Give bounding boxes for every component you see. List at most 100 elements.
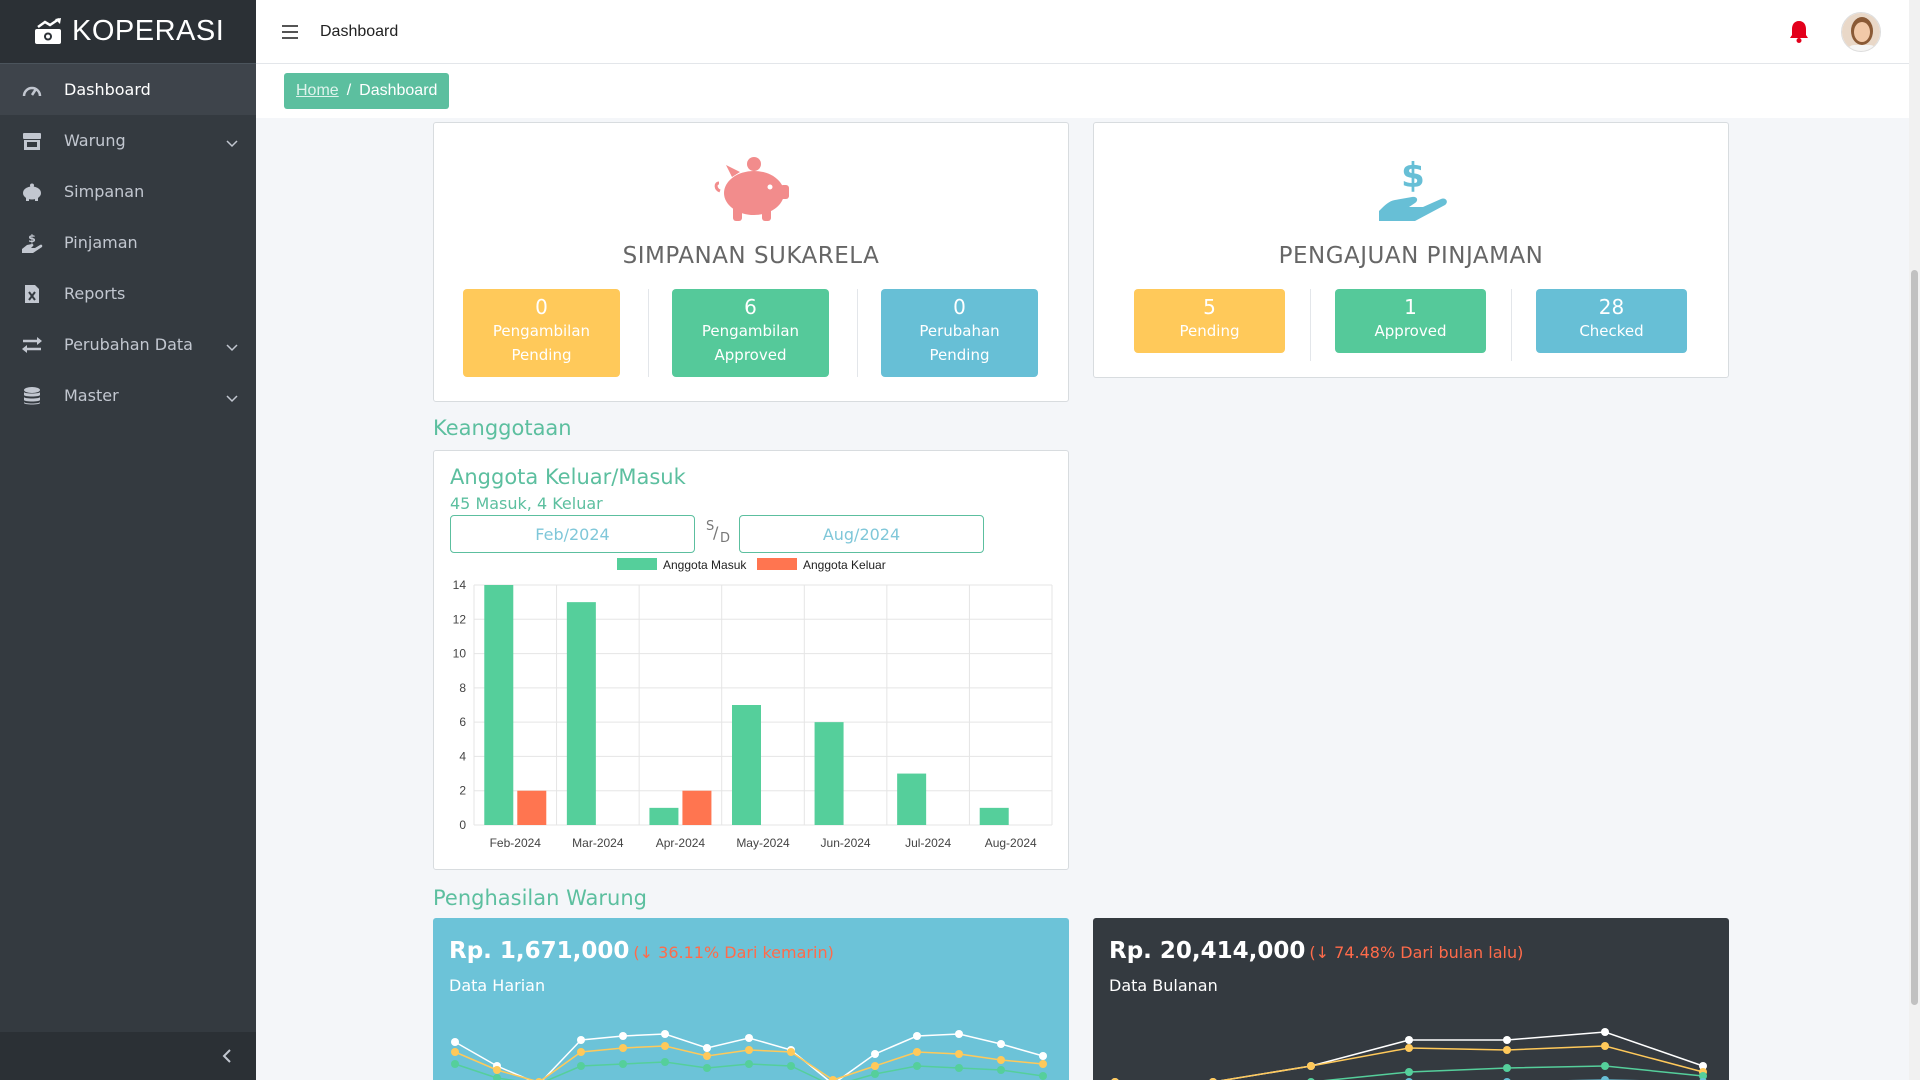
stat-label-line2: Approved [714, 346, 787, 364]
bell-icon[interactable] [1789, 20, 1809, 44]
sidebar-item-perubahan-data[interactable]: Perubahan Data [0, 319, 256, 370]
x-tick-label: Jun-2024 [821, 836, 871, 850]
chevron-down-icon [226, 388, 238, 407]
monthly-income-label: Data Bulanan [1109, 976, 1218, 995]
stat-divider [1511, 289, 1512, 361]
pinjaman-title: PENGAJUAN PINJAMAN [1278, 243, 1544, 269]
sparkline-point [745, 1060, 753, 1068]
breadcrumb-separator: / [346, 82, 352, 99]
sparkline-point [451, 1048, 459, 1056]
sidebar-item-pinjaman[interactable]: $ Pinjaman [0, 217, 256, 268]
simpanan-stat-perubahan-pending[interactable]: 0 Perubahan Pending [881, 289, 1038, 377]
stat-label: Checked [1579, 322, 1644, 340]
sparkline-point [1601, 1028, 1609, 1036]
monthly-amount-value: Rp. 20,414,000 [1109, 938, 1306, 964]
svg-text:$: $ [1401, 156, 1425, 196]
sparkline-point [997, 1066, 1005, 1074]
y-tick-label: 4 [459, 749, 466, 763]
x-tick-label: Apr-2024 [656, 836, 706, 850]
sidebar-collapse[interactable] [0, 1032, 256, 1080]
sidebar-item-label: Reports [64, 284, 126, 303]
sparkline-point [619, 1032, 627, 1040]
stat-divider [1310, 289, 1311, 361]
exchange-icon [20, 334, 44, 356]
pinjaman-stat-approved[interactable]: 1 Approved [1335, 289, 1486, 353]
y-tick-label: 0 [459, 818, 466, 832]
sparkline-point [787, 1062, 795, 1070]
stat-value: 0 [535, 295, 548, 319]
x-tick-label: Jul-2024 [905, 836, 951, 850]
sparkline-point [703, 1052, 711, 1060]
scrollbar-thumb[interactable] [1911, 270, 1918, 1005]
sidebar-item-reports[interactable]: Reports [0, 268, 256, 319]
y-tick-label: 6 [459, 715, 466, 729]
sidebar-item-simpanan[interactable]: Simpanan [0, 166, 256, 217]
sparkline-point [577, 1062, 585, 1070]
menu-toggle-icon[interactable] [282, 24, 298, 39]
sparkline-point [619, 1044, 627, 1052]
sparkline-point [1503, 1046, 1511, 1054]
sparkline-point [451, 1060, 459, 1068]
keanggotaan-section-title: Keanggotaan [433, 416, 572, 440]
pinjaman-stat-checked[interactable]: 28 Checked [1536, 289, 1687, 353]
sparkline-point [745, 1046, 753, 1054]
sidebar-item-label: Simpanan [64, 182, 145, 201]
sparkline-point [1601, 1062, 1609, 1070]
sparkline-point [1699, 1072, 1707, 1080]
sparkline-point [1039, 1072, 1047, 1080]
sparkline-point [703, 1044, 711, 1052]
breadcrumb-bar: Home / Dashboard [256, 64, 1909, 118]
sparkline-point [745, 1034, 753, 1042]
scrollbar[interactable] [1909, 0, 1920, 1080]
breadcrumb-current: Dashboard [359, 82, 438, 99]
stat-value: 5 [1203, 295, 1216, 319]
sidebar-item-dashboard[interactable]: Dashboard [0, 64, 256, 115]
bar-anggota-keluar [517, 790, 547, 825]
chevron-left-icon [222, 1049, 231, 1063]
date-to-input[interactable]: Aug/2024 [739, 515, 984, 553]
simpanan-title: SIMPANAN SUKARELA [622, 243, 880, 269]
simpanan-stat-pengambilan-approved[interactable]: 6 Pengambilan Approved [672, 289, 829, 377]
brand-name: KOPERASI [72, 15, 225, 47]
simpanan-sukarela-card: SIMPANAN SUKARELA 0 Pengambilan Pending 6 Pe… [433, 122, 1069, 402]
bar-anggota-masuk [649, 807, 679, 825]
simpanan-stat-pengambilan-pending[interactable]: 0 Pengambilan Pending [463, 289, 620, 377]
pengajuan-pinjaman-card: $ PENGAJUAN PINJAMAN 5 Pending 1 Approved 28… [1093, 122, 1729, 378]
daily-income-label: Data Harian [449, 976, 546, 995]
date-sep-bottom: D [720, 531, 731, 546]
sidebar-item-warung[interactable]: Warung [0, 115, 256, 166]
sparkline-point [955, 1030, 963, 1038]
legend-label: Anggota Keluar [803, 558, 886, 572]
sidebar-item-label: Perubahan Data [64, 335, 193, 354]
sparkline-point [997, 1040, 1005, 1048]
stat-label: Pending [1179, 322, 1240, 340]
sparkline-point [913, 1062, 921, 1070]
sidebar-item-label: Pinjaman [64, 233, 138, 252]
sparkline-point [955, 1064, 963, 1072]
stat-label-line1: Pengambilan [492, 322, 591, 340]
sparkline-point [661, 1030, 669, 1038]
sparkline-point [577, 1036, 585, 1044]
hand-holding-dollar-icon: $ [1379, 156, 1447, 221]
daily-income-amount: Rp. 1,671,000 (↓ 36.11% Dari kemarin) [449, 938, 834, 964]
date-from-input[interactable]: Feb/2024 [450, 515, 695, 553]
breadcrumb-home-link[interactable]: Home [296, 82, 339, 99]
x-tick-label: Feb-2024 [490, 836, 542, 850]
stat-label: Approved [1374, 322, 1447, 340]
sparkline-point [913, 1032, 921, 1040]
page-title: Dashboard [320, 22, 399, 40]
pinjaman-stat-pending[interactable]: 5 Pending [1134, 289, 1285, 353]
anggota-chart-card: Anggota Keluar/Masuk 45 Masuk, 4 Keluar … [433, 450, 1069, 870]
sidebar-item-master[interactable]: Master [0, 370, 256, 421]
sparkline-point [955, 1050, 963, 1058]
sparkline-point [871, 1050, 879, 1058]
database-icon [20, 385, 44, 407]
stat-label-line2: Pending [929, 346, 990, 364]
brand[interactable]: KOPERASI [0, 0, 256, 64]
sparkline-point [871, 1070, 879, 1078]
bar-anggota-masuk [566, 602, 596, 825]
sparkline-point [997, 1056, 1005, 1064]
sidebar-item-label: Master [64, 386, 119, 405]
avatar[interactable] [1841, 12, 1881, 52]
stat-value: 6 [744, 295, 757, 319]
